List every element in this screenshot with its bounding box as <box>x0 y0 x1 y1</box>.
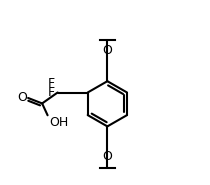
Text: O: O <box>17 91 27 105</box>
Text: O: O <box>102 150 112 163</box>
Text: F: F <box>48 86 55 99</box>
Text: O: O <box>102 44 112 57</box>
Text: OH: OH <box>49 116 68 129</box>
Text: F: F <box>48 77 55 90</box>
